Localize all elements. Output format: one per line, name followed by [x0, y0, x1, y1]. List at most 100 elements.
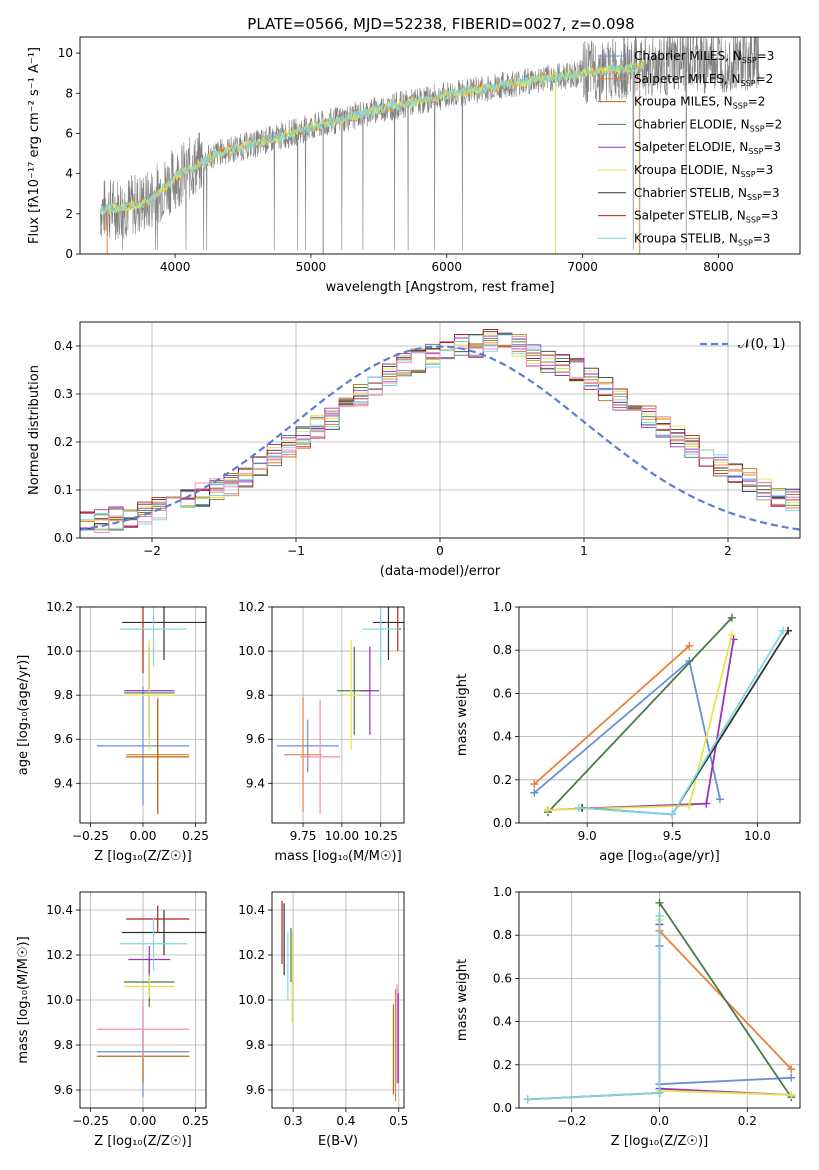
y-tick-label: 6: [65, 126, 73, 140]
normal-legend-label: 𝒩(0, 1): [738, 337, 785, 352]
plot-area: [99, 37, 760, 254]
y-axis-label: mass weight: [455, 674, 470, 756]
weight-point-marker: [727, 631, 736, 640]
weight-point-marker: [787, 1073, 796, 1082]
chart-age-vs-Z: −0.25 0.00 0.25 9.4 9.6 9.8 10.0 10.2 Z [log₁₀(Z…: [16, 600, 209, 864]
plot-area: [80, 322, 800, 538]
x-tick-label: 2: [724, 544, 732, 558]
y-axis-label: Flux [fλ10⁻¹⁷ erg cm⁻² s⁻¹ A⁻¹]: [27, 47, 42, 244]
weight-series-line: [547, 639, 735, 811]
y-tick-label: 8: [65, 86, 73, 100]
x-tick-label: −0.25: [72, 829, 109, 843]
x-tick-label: 10.0: [744, 829, 771, 843]
x-axis-label: E(B-V): [318, 1134, 358, 1149]
normal-curve: [80, 345, 800, 531]
axes-frame: [79, 36, 801, 255]
chart-mass-vs-Z: −0.25 0.00 0.25 9.6 9.8 10.0 10.2 10.4 Z [log₁₀(…: [16, 891, 209, 1149]
y-tick-label: 10.4: [46, 903, 73, 917]
x-tick-label: 9.0: [578, 829, 597, 843]
y-tick-label: 9.6: [246, 1083, 265, 1097]
y-tick-label: 0.6: [493, 686, 512, 700]
legend-label: Kroupa MILES, NSSP=2: [634, 95, 765, 111]
weight-series-line: [658, 946, 792, 1086]
weight-point-marker: [727, 613, 736, 622]
y-tick-label: 9.6: [54, 732, 73, 746]
y-tick-label: 0.0: [54, 531, 73, 545]
spectrum-model-line: [100, 61, 644, 216]
y-tick-label: 0.2: [54, 435, 73, 449]
weight-point-marker: [787, 1065, 796, 1074]
weight-point-marker: [574, 803, 583, 812]
weight-series-line: [533, 645, 690, 785]
weight-point-marker: [655, 898, 664, 907]
y-axis-label: mass weight: [455, 959, 470, 1041]
legend-label: Kroupa ELODIE, NSSP=3: [634, 163, 773, 179]
x-tick-label: 0.5: [389, 1114, 408, 1128]
y-tick-label: 10.0: [46, 993, 73, 1007]
x-tick-label: 8000: [703, 260, 734, 274]
axes-frame: [518, 891, 801, 1109]
y-tick-label: 0.8: [493, 928, 512, 942]
y-axis-label: mass [log₁₀(M/M☉)]: [16, 936, 31, 1063]
spectrum-model-line: [99, 60, 644, 216]
weight-series-line: [527, 915, 661, 1101]
y-tick-label: 9.8: [54, 688, 73, 702]
x-tick-label: 0.25: [182, 1114, 209, 1128]
x-tick-label: −1: [287, 544, 305, 558]
chart-mass-vs-EBV: 0.3 0.4 0.5 9.6 9.8 10.0 10.2 10.4 E(B-V): [238, 891, 408, 1149]
axes-frame: [271, 891, 405, 1109]
weight-series-line: [658, 902, 792, 1098]
chart-weight-vs-Z: −0.2 0.0 0.2 0.0 0.2 0.4 0.6 0.8 1.0 Z [log₁₀(Z/Z…: [455, 885, 801, 1149]
weight-point-marker: [530, 780, 539, 789]
y-tick-label: 0.1: [54, 483, 73, 497]
x-axis-label: Z [log₁₀(Z/Z☉)]: [611, 1134, 708, 1149]
weight-series-line: [533, 659, 721, 800]
x-tick-label: 0.00: [130, 829, 157, 843]
x-axis-label: Z [log₁₀(Z/Z☉)]: [94, 849, 191, 864]
y-tick-label: 9.8: [246, 688, 265, 702]
spectrum-legend: Chabrier MILES, NSSP=3 Salpeter MILES, NS…: [598, 49, 782, 247]
y-tick-label: 0.6: [493, 971, 512, 985]
axes-frame: [518, 606, 801, 824]
axes-frame: [79, 321, 801, 539]
weight-point-marker: [655, 911, 664, 920]
x-tick-label: 9.75: [290, 829, 317, 843]
x-tick-label: 9.5: [663, 829, 682, 843]
x-axis-label: wavelength [Angstrom, rest frame]: [326, 280, 555, 295]
y-tick-label: 10.2: [46, 948, 73, 962]
x-axis-label: age [log₁₀(age/yr)]: [599, 849, 720, 864]
weight-point-marker: [702, 799, 711, 808]
x-axis-label: Z [log₁₀(Z/Z☉)]: [94, 1134, 191, 1149]
plot-area: [519, 607, 800, 823]
axes-frame: [271, 606, 405, 824]
y-tick-label: 1.0: [493, 600, 512, 614]
figure-title: PLATE=0566, MJD=52238, FIBERID=0027, z=0…: [247, 15, 634, 33]
y-tick-label: 1.0: [493, 885, 512, 899]
y-tick-label: 0.3: [54, 387, 73, 401]
weight-series-line: [547, 617, 733, 813]
spectrum-model-line: [99, 63, 644, 216]
chart-spectrum: 4000 5000 6000 7000 8000 0 2 4 6 8 10 wavelength [A…: [27, 36, 801, 295]
axes-frame: [79, 891, 207, 1109]
residual-histogram: [80, 335, 800, 533]
y-tick-label: 0.2: [493, 1058, 512, 1072]
weight-series-line: [527, 915, 661, 1101]
chart-weight-vs-age: 9.0 9.5 10.0 0.0 0.2 0.4 0.6 0.8 1.0 age [log₁₀(a…: [455, 600, 801, 864]
x-tick-label: 4000: [160, 260, 191, 274]
y-tick-label: 10.2: [46, 600, 73, 614]
legend-label: Salpeter MILES, NSSP=2: [634, 72, 773, 88]
weight-point-marker: [778, 626, 787, 635]
weight-point-marker: [530, 788, 539, 797]
y-tick-label: 9.4: [246, 776, 265, 790]
y-tick-label: 10.2: [238, 600, 265, 614]
x-tick-label: 1: [580, 544, 588, 558]
x-tick-label: 0.3: [284, 1114, 303, 1128]
plot-area: [80, 892, 206, 1108]
y-tick-label: 9.6: [246, 732, 265, 746]
y-tick-label: 0.0: [493, 1101, 512, 1115]
weight-point-marker: [685, 641, 694, 650]
y-tick-label: 10.0: [46, 644, 73, 658]
plot-area: [519, 892, 800, 1108]
legend-label: Chabrier MILES, NSSP=3: [634, 49, 774, 65]
